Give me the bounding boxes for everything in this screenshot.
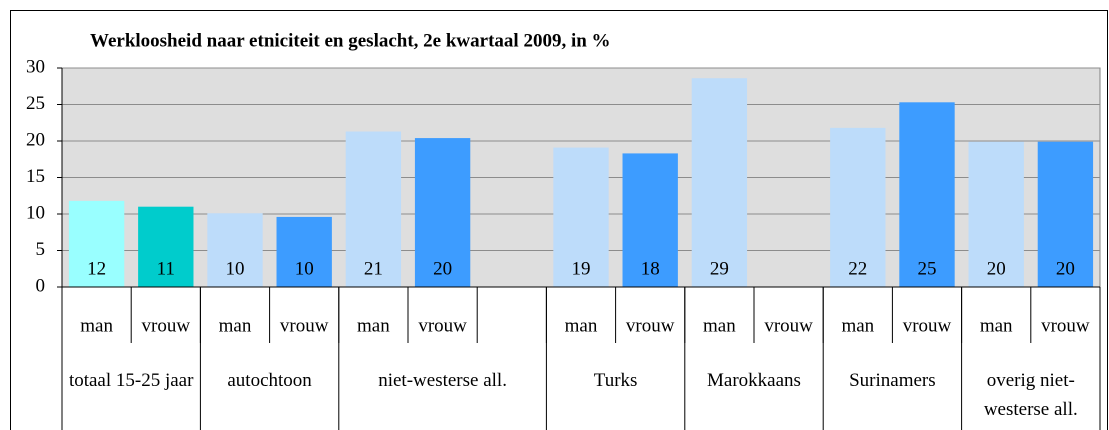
x-tick-label: man xyxy=(703,315,736,336)
data-label: 20 xyxy=(433,258,452,279)
y-tick-label: 25 xyxy=(26,93,45,114)
group-label-box: niet-westerse all. xyxy=(378,370,507,391)
bar xyxy=(691,78,748,287)
data-label: 21 xyxy=(364,258,383,279)
bar xyxy=(968,141,1024,287)
bar xyxy=(207,213,263,287)
group-label-box: overig niet-westerse all. xyxy=(983,370,1078,420)
group-label: Marokkaans xyxy=(707,370,801,391)
x-tick-label: man xyxy=(357,315,390,336)
group-label-box: Turks xyxy=(593,370,638,391)
x-tick-label: vrouw xyxy=(626,315,675,336)
group-label-box: Marokkaans xyxy=(707,370,801,391)
x-tick-label: man xyxy=(841,315,874,336)
bar xyxy=(276,216,332,287)
group-label: niet-westerse all. xyxy=(378,370,507,391)
group-label: autochtoon xyxy=(227,370,312,391)
group-label: Turks xyxy=(593,370,638,391)
group-label: Surinamers xyxy=(849,370,936,391)
x-tick-label: man xyxy=(565,315,598,336)
bar xyxy=(899,102,955,287)
data-label: 19 xyxy=(572,258,591,279)
chart-title: Werkloosheid naar etniciteit en geslacht… xyxy=(90,30,611,51)
data-label: 12 xyxy=(87,258,106,279)
x-tick-label: man xyxy=(980,315,1013,336)
data-label: 11 xyxy=(157,258,175,279)
data-label: 18 xyxy=(641,258,660,279)
data-label: 10 xyxy=(295,258,314,279)
bar xyxy=(345,131,402,287)
bar xyxy=(1037,141,1094,287)
data-label: 29 xyxy=(710,258,729,279)
x-tick-label: vrouw xyxy=(764,315,813,336)
group-label-box: autochtoon xyxy=(227,370,312,391)
y-tick-label: 20 xyxy=(26,129,45,150)
bar xyxy=(553,147,609,287)
group-label: totaal 15-25 jaar xyxy=(68,370,194,391)
group-label: overig niet-westerse all. xyxy=(983,370,1078,420)
x-tick-label: man xyxy=(80,315,113,336)
y-tick-label: 15 xyxy=(26,166,45,187)
y-tick-label: 10 xyxy=(26,202,45,223)
x-tick-label: man xyxy=(219,315,252,336)
x-tick-label: vrouw xyxy=(1041,315,1090,336)
bar xyxy=(414,138,471,287)
x-tick-label: vrouw xyxy=(903,315,952,336)
y-tick-label: 0 xyxy=(36,275,46,296)
data-label: 20 xyxy=(987,258,1006,279)
x-tick-label: vrouw xyxy=(280,315,329,336)
bar xyxy=(622,153,678,287)
y-tick-label: 30 xyxy=(26,56,45,77)
y-tick-label: 5 xyxy=(36,239,46,260)
x-tick-label: vrouw xyxy=(418,315,467,336)
bar xyxy=(138,206,194,287)
data-label: 20 xyxy=(1056,258,1075,279)
data-label: 22 xyxy=(848,258,867,279)
data-label: 25 xyxy=(918,258,937,279)
data-label: 10 xyxy=(226,258,245,279)
group-label-box: Surinamers xyxy=(849,370,936,391)
bar xyxy=(68,200,125,287)
bar xyxy=(830,127,886,287)
group-label-box: totaal 15-25 jaar xyxy=(68,370,194,391)
x-tick-label: vrouw xyxy=(142,315,191,336)
